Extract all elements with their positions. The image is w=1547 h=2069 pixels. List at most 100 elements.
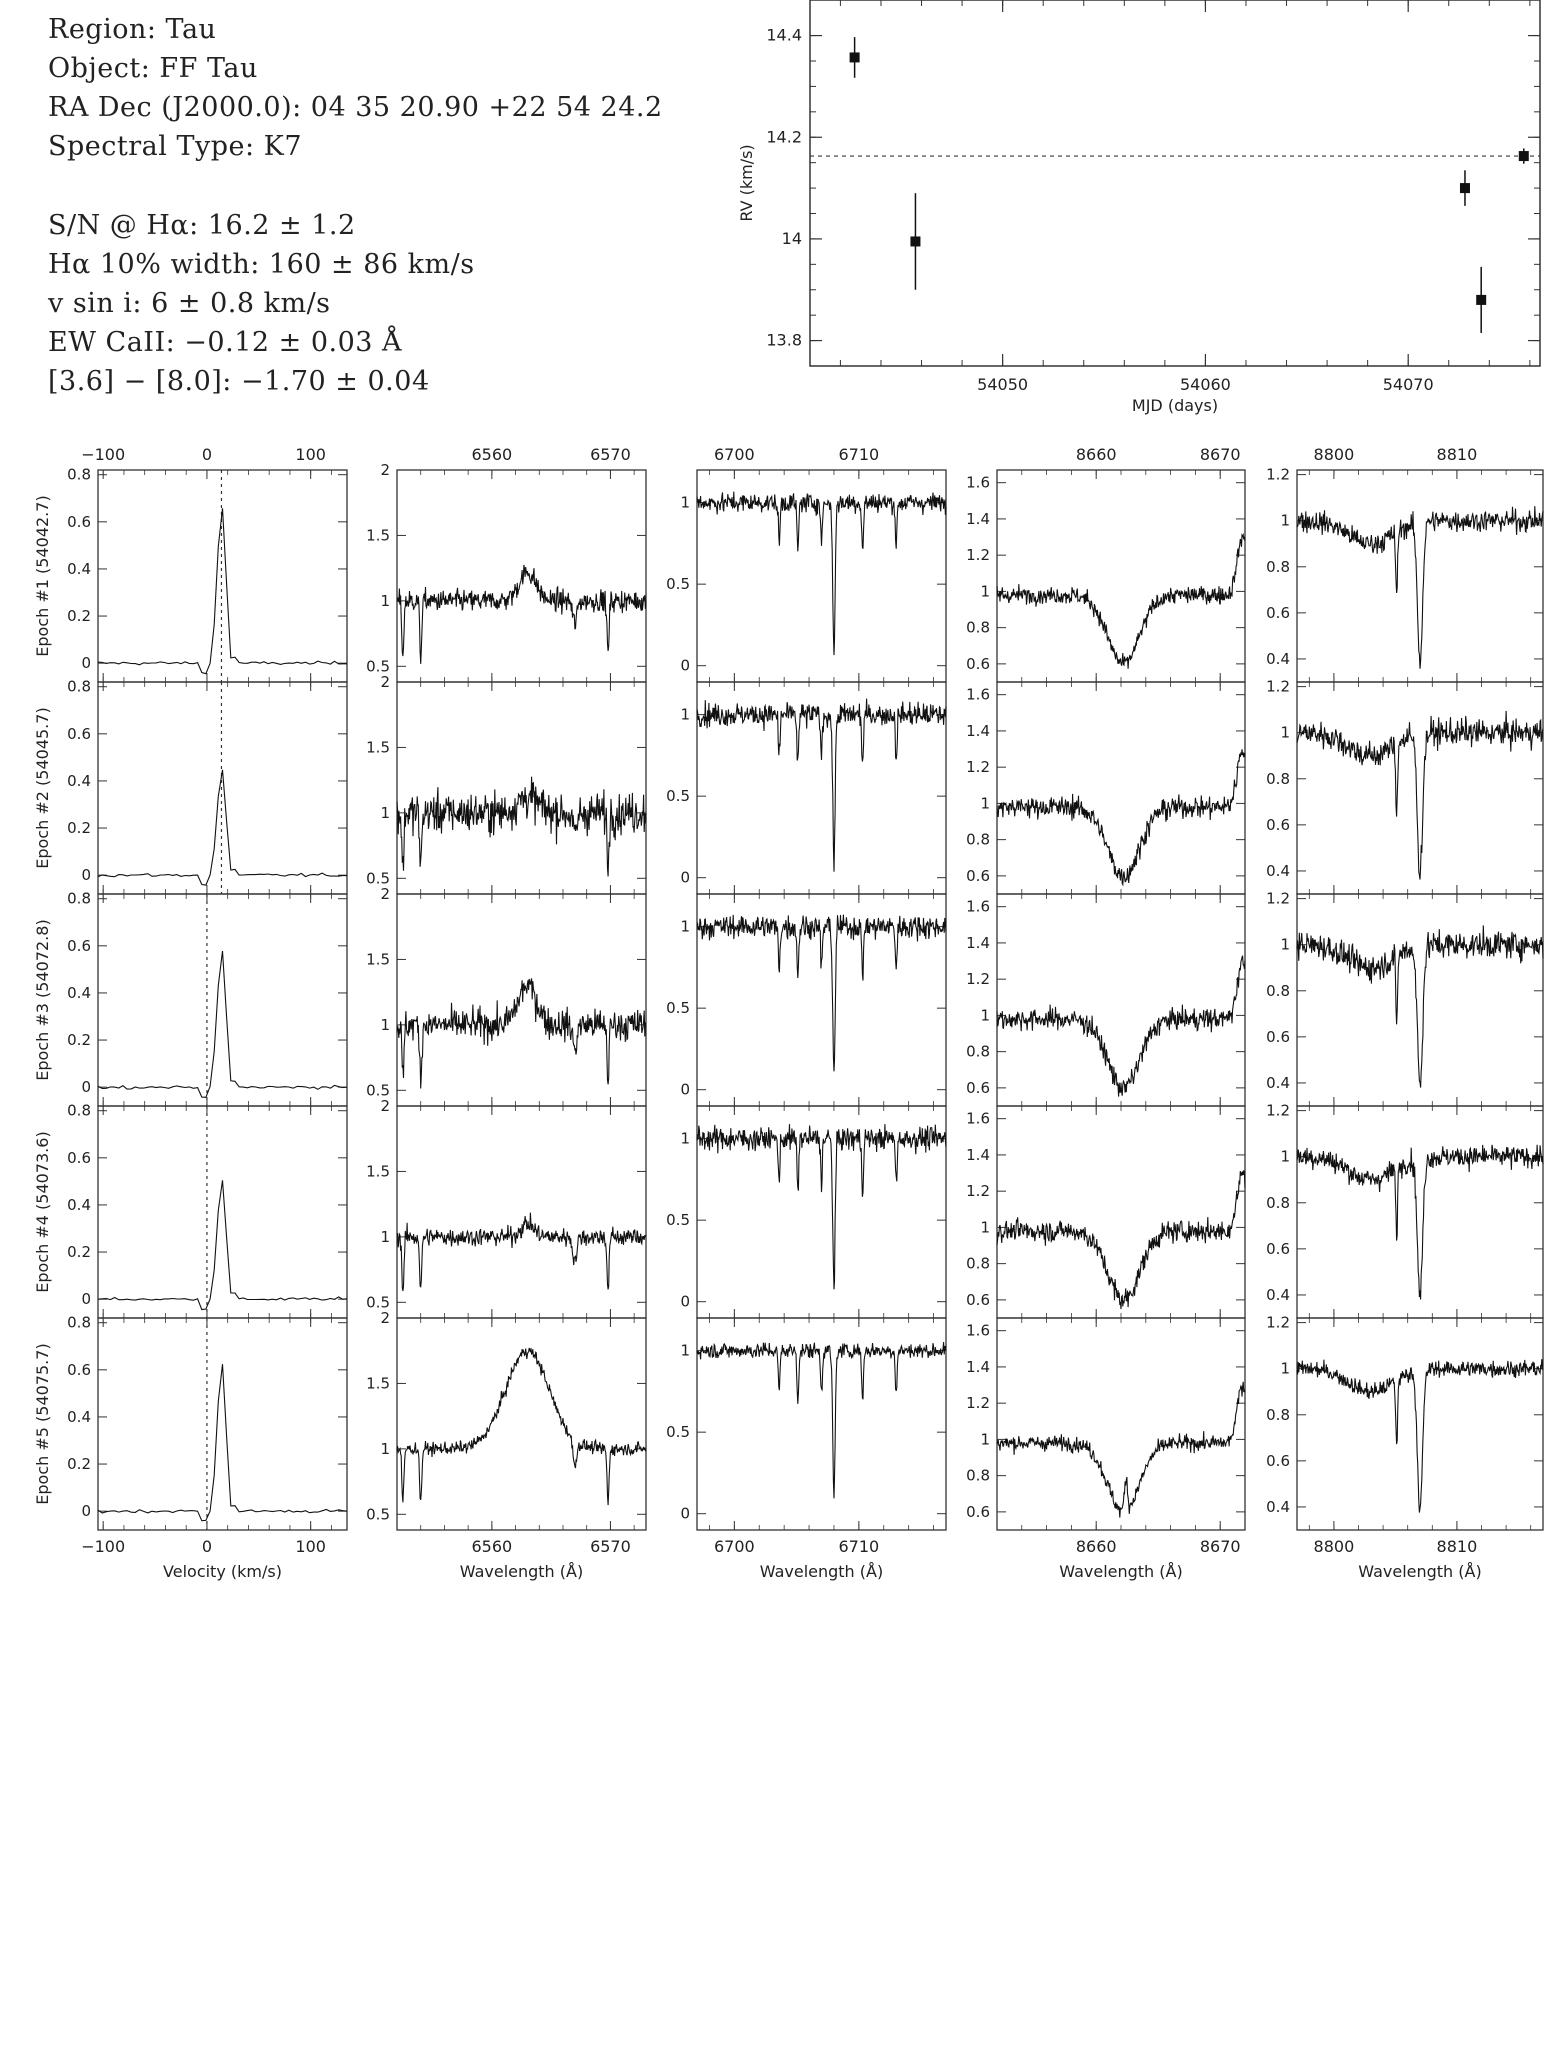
y-tick-label: 0.4 xyxy=(1266,862,1290,880)
y-tick-label: 0 xyxy=(680,657,690,675)
y-tick-label: 1 xyxy=(380,804,390,822)
radec-text: RA Dec (J2000.0): 04 35 20.90 +22 54 24.… xyxy=(48,92,663,123)
y-tick-label: 0.8 xyxy=(67,466,91,484)
rv-x-tick-label: 54070 xyxy=(1383,375,1434,394)
spectrum-line xyxy=(396,1347,647,1506)
y-tick-label: 1 xyxy=(980,1006,990,1024)
rv-y-tick-label: 14 xyxy=(782,229,802,248)
spectrum-column-velocity: 00.20.40.60.800.20.40.60.800.20.40.60.80… xyxy=(67,445,348,1581)
y-tick-label: 1.2 xyxy=(1266,1102,1290,1120)
spectrum-column-ca2: 0.40.60.811.20.40.60.811.20.40.60.811.20… xyxy=(1266,445,1544,1581)
y-tick-label: 1.4 xyxy=(966,722,990,740)
top-x-tick-label: 8800 xyxy=(1314,445,1355,464)
spectrum-panel: 0.6 0.8 1 1.2 1.4 1.6 xyxy=(966,469,1246,683)
x-axis-label: Velocity (km/s) xyxy=(163,1562,282,1581)
y-tick-label: 0.6 xyxy=(966,1291,990,1309)
spectrum-line xyxy=(996,955,1246,1097)
spectrum-panel: 00.51 xyxy=(666,1317,947,1531)
panel-frame xyxy=(97,1317,348,1531)
y-tick-label: 0.6 xyxy=(1266,1028,1290,1046)
y-tick-label: 1 xyxy=(980,1430,990,1448)
spectrum-panel: 0.6 0.8 1 1.2 1.4 1.6 xyxy=(966,1105,1246,1319)
spectrum-line xyxy=(1296,1359,1544,1513)
y-tick-label: 0.8 xyxy=(966,619,990,637)
y-tick-label: 0.6 xyxy=(1266,1240,1290,1258)
y-tick-label: 1 xyxy=(380,592,390,610)
y-tick-label: 1 xyxy=(380,1440,390,1458)
y-tick-label: 0.6 xyxy=(1266,1452,1290,1470)
ir-color-text: [3.6] − [8.0]: −1.70 ± 0.04 xyxy=(48,366,430,397)
y-tick-label: 0.6 xyxy=(1266,604,1290,622)
y-tick-label: 0.4 xyxy=(67,1408,91,1426)
y-tick-label: 0.6 xyxy=(966,1503,990,1521)
y-tick-label: 0.4 xyxy=(67,984,91,1002)
panel-frame xyxy=(1296,469,1544,683)
x-axis-label: Wavelength (Å) xyxy=(460,1562,583,1581)
y-tick-label: 1.2 xyxy=(966,1182,990,1200)
bottom-x-tick-label: 6700 xyxy=(714,1537,755,1556)
y-tick-label: 1.5 xyxy=(366,526,390,544)
spectrum-line xyxy=(97,769,348,886)
epoch-label: Epoch #1 (54042.7) xyxy=(33,495,52,656)
y-tick-label: 1 xyxy=(1280,1148,1290,1166)
spectrum-panel: 00.51 xyxy=(666,681,947,895)
y-tick-label: 1 xyxy=(1280,936,1290,954)
rv-data-point xyxy=(910,236,921,247)
y-tick-label: 0.2 xyxy=(67,1031,91,1049)
panel-frame xyxy=(696,1317,947,1531)
y-tick-label: 1.2 xyxy=(1266,890,1290,908)
y-tick-label: 0.8 xyxy=(1266,1406,1290,1424)
y-tick-label: 1 xyxy=(1280,512,1290,530)
y-tick-label: 0.8 xyxy=(966,1255,990,1273)
y-tick-label: 2 xyxy=(380,885,390,903)
spectrum-panel: 00.51 xyxy=(666,893,947,1107)
y-tick-label: 0.4 xyxy=(1266,1498,1290,1516)
y-tick-label: 2 xyxy=(380,1097,390,1115)
spectrum-panel: 0 0.2 0.4 0.6 0.8 xyxy=(67,466,348,683)
spectrum-line xyxy=(97,508,347,675)
panel-frame xyxy=(97,469,348,683)
sptype-text: Spectral Type: K7 xyxy=(48,131,303,162)
top-x-tick-label: 8660 xyxy=(1076,445,1117,464)
bottom-x-tick-label: 6560 xyxy=(471,1537,512,1556)
spectrum-panel: 0 0.2 0.4 0.6 0.8 xyxy=(67,1102,348,1319)
spectrum-panel: 00.51 xyxy=(666,469,947,683)
spectrum-line xyxy=(996,749,1246,887)
spectrum-panel: 0.4 0.6 0.8 1 1.2 xyxy=(1266,466,1544,683)
spectrum-column-cal1: 0.6 0.8 1 1.2 1.4 1.6 0.6 0.8 1 1.2 1.4 1.6 0.6 0.8 1 1… xyxy=(966,445,1246,1581)
spectrum-panel: 0.4 0.6 0.8 1 1.2 xyxy=(1266,890,1544,1107)
y-tick-label: 2 xyxy=(380,673,390,691)
rv-y-axis-label: RV (km/s) xyxy=(737,144,756,221)
y-tick-label: 0.2 xyxy=(67,819,91,837)
rv-data-point xyxy=(1518,151,1529,162)
y-tick-label: 1.2 xyxy=(966,546,990,564)
y-tick-label: 2 xyxy=(380,1309,390,1327)
y-tick-label: 0.6 xyxy=(966,655,990,673)
y-tick-label: 0.8 xyxy=(1266,982,1290,1000)
rv-data-point xyxy=(849,52,860,63)
x-axis-label: Wavelength (Å) xyxy=(760,1562,883,1581)
y-tick-label: 0.8 xyxy=(966,831,990,849)
y-tick-label: 1.2 xyxy=(1266,1314,1290,1332)
bottom-x-tick-label: 8800 xyxy=(1314,1537,1355,1556)
y-tick-label: 0 xyxy=(680,1505,690,1523)
y-tick-label: 0.2 xyxy=(67,607,91,625)
y-tick-label: 1 xyxy=(980,794,990,812)
y-tick-label: 0 xyxy=(81,654,91,672)
y-tick-label: 1.6 xyxy=(966,686,990,704)
y-tick-label: 1.4 xyxy=(966,1146,990,1164)
y-tick-label: 0.6 xyxy=(67,1149,91,1167)
spectrum-line xyxy=(996,1170,1246,1310)
y-tick-label: 1.2 xyxy=(1266,466,1290,484)
spectrum-panel: 0.5 1 1.5 2 xyxy=(366,673,647,895)
bottom-x-tick-label: 8660 xyxy=(1076,1537,1117,1556)
x-axis-label: Wavelength (Å) xyxy=(1059,1562,1182,1581)
y-tick-label: 2 xyxy=(380,461,390,479)
spectrum-panel: 0.5 1 1.5 2 xyxy=(366,461,647,683)
y-tick-label: 1 xyxy=(980,1218,990,1236)
panel-frame xyxy=(1296,1317,1544,1531)
bottom-x-tick-label: 0 xyxy=(202,1537,212,1556)
spectrum-panel: 0.4 0.6 0.8 1 1.2 xyxy=(1266,678,1544,895)
